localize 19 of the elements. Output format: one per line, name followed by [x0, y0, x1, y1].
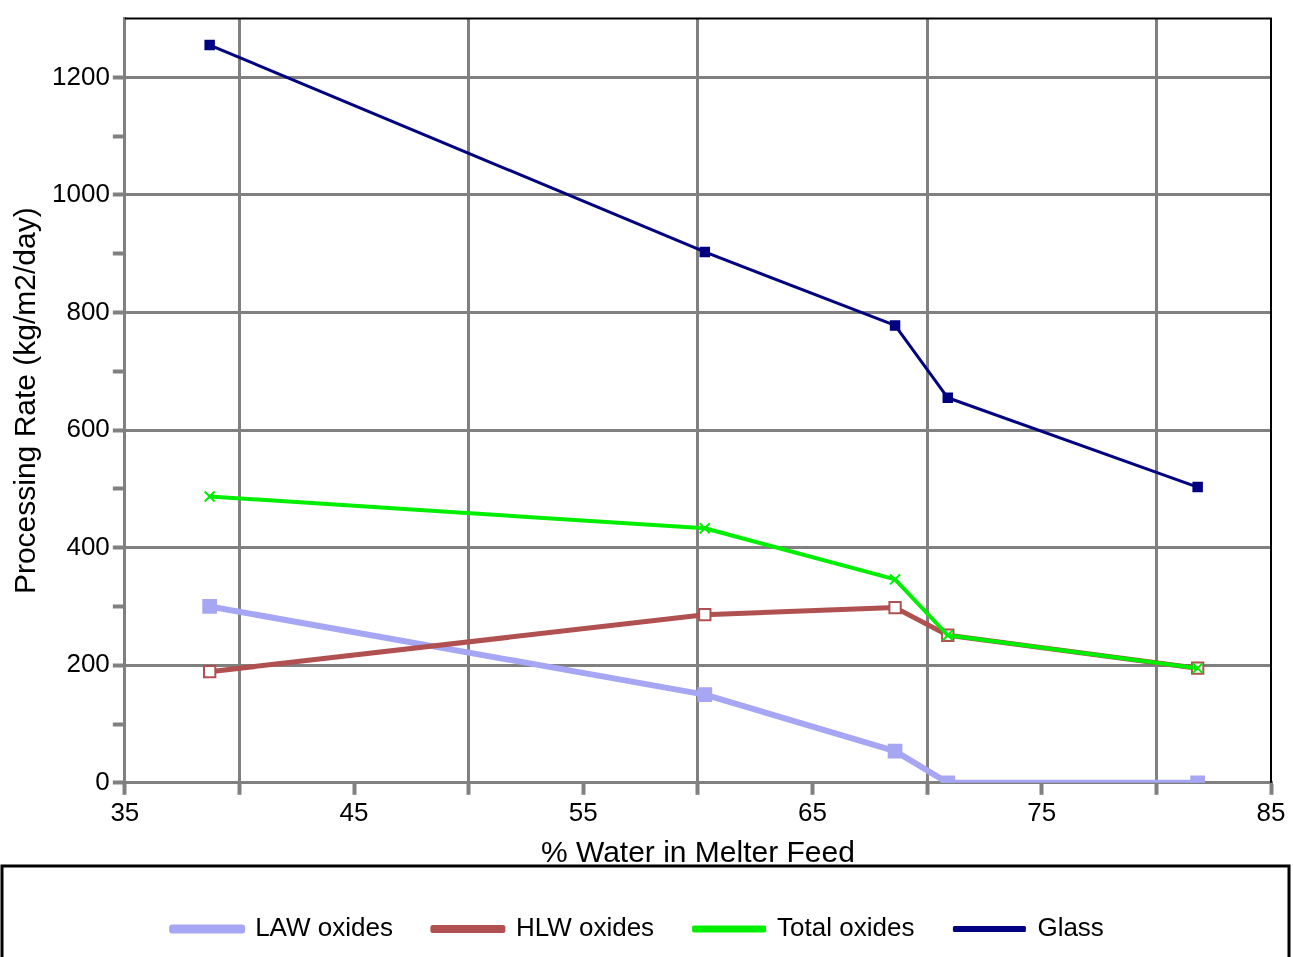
x-tick-label: 65 [798, 796, 827, 827]
x-axis-title: % Water in Melter Feed [540, 835, 855, 869]
legend-label: Total oxides [777, 912, 915, 943]
y-tick-label: 0 [95, 765, 110, 796]
legend-label: LAW oxides [255, 912, 393, 943]
x-tick-label: 85 [1256, 796, 1286, 827]
y-tick-label: 200 [66, 648, 110, 679]
x-tick-label: 75 [1027, 796, 1057, 827]
x-tick-label: 55 [568, 796, 598, 827]
y-tick-label: 1200 [52, 60, 110, 91]
y-tick-label: 400 [66, 530, 110, 561]
y-tick-label: 1000 [52, 178, 110, 209]
y-axis-title: Processing Rate (kg/m2/day) [8, 207, 42, 595]
y-tick-label: 800 [66, 295, 110, 326]
y-tick-label: 600 [66, 413, 110, 444]
legend-label: HLW oxides [515, 912, 655, 943]
x-tick-label: 45 [339, 796, 369, 827]
legend-label: Glass [1037, 912, 1104, 943]
x-tick-label: 35 [110, 796, 140, 827]
